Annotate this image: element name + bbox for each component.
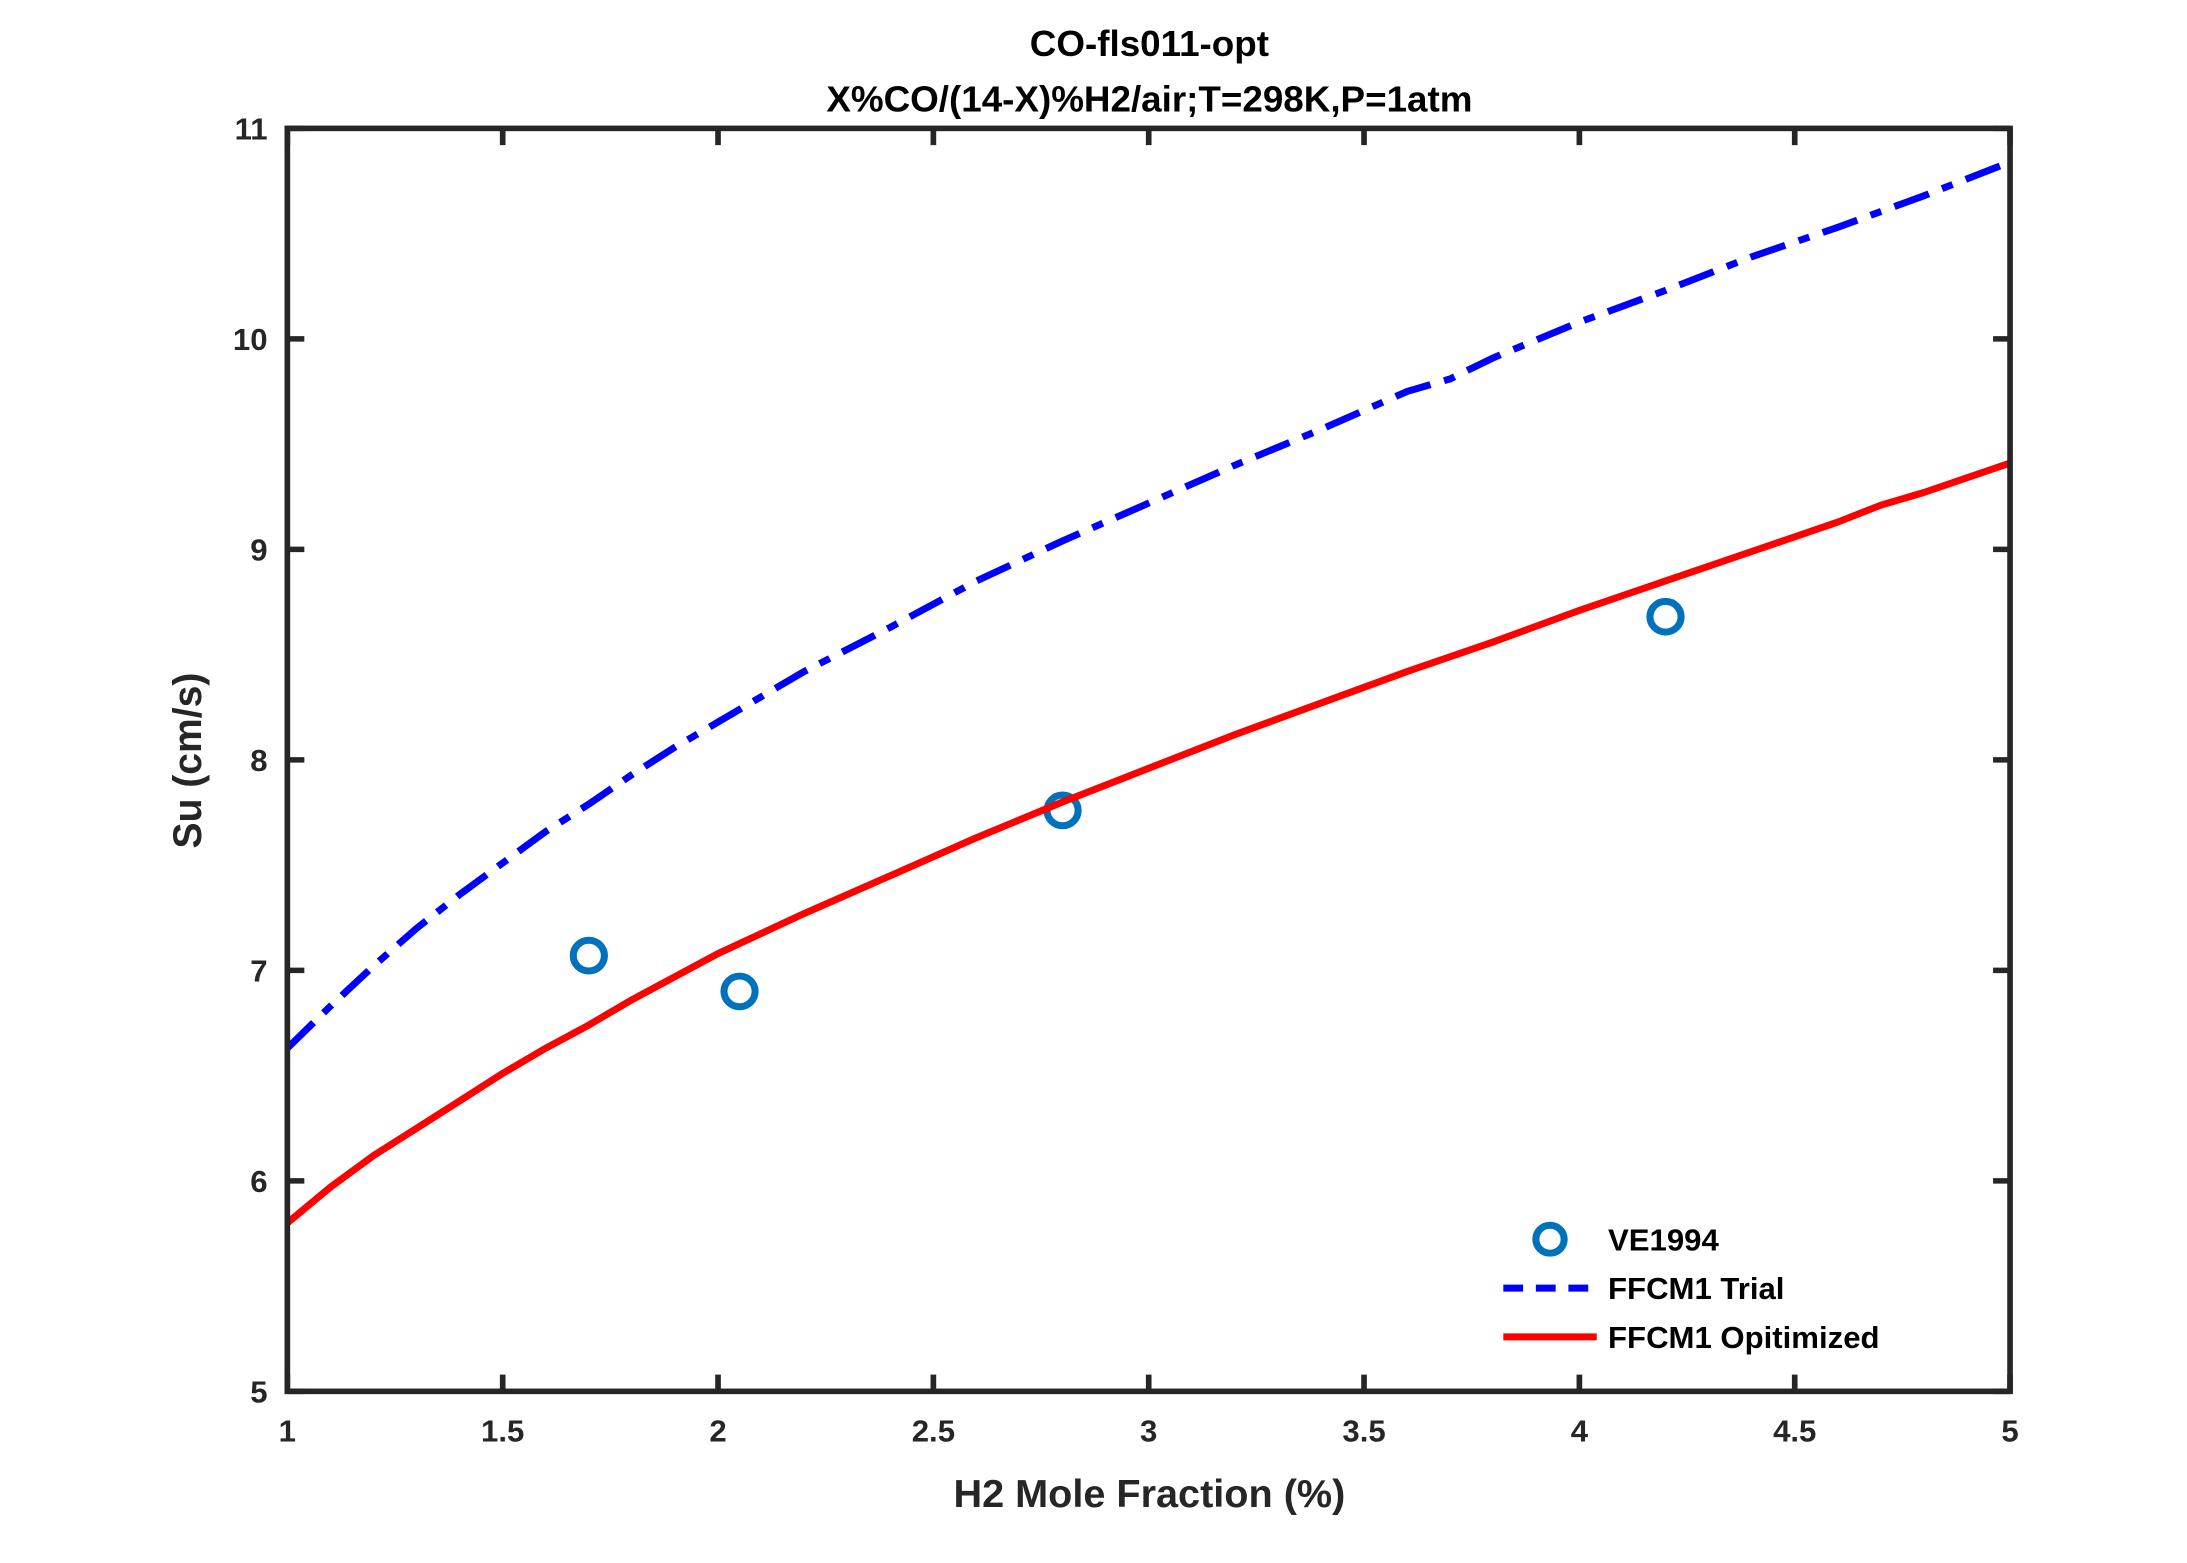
chart-title: CO-fls011-opt [1030, 23, 1269, 64]
x-tick-label: 1 [279, 1414, 296, 1449]
x-tick-label: 4.5 [1773, 1414, 1816, 1449]
y-tick-label: 8 [250, 743, 267, 778]
y-tick-label: 9 [250, 533, 267, 568]
data-point-ve1994 [1646, 597, 1685, 636]
x-tick-label: 3.5 [1342, 1414, 1385, 1449]
x-tick-label: 2 [709, 1414, 726, 1449]
legend-marker-circle [1532, 1221, 1568, 1257]
data-point-ve1994 [720, 972, 759, 1011]
legend-label: VE1994 [1608, 1223, 1720, 1258]
x-tick-label: 2.5 [912, 1414, 955, 1449]
legend: VE1994 FFCM1 Trial FFCM1 Opitimized [1503, 1221, 1880, 1355]
x-tick-label: 3 [1140, 1414, 1157, 1449]
legend-label: FFCM1 Opitimized [1608, 1320, 1879, 1355]
series-line-ffcm1-optimized [285, 459, 2012, 1226]
legend-label: FFCM1 Trial [1608, 1271, 1784, 1306]
data-point-ve1994 [569, 936, 608, 975]
x-tick-label: 5 [2001, 1414, 2018, 1449]
series-line-ffcm1-trial [284, 158, 2012, 1051]
y-tick-label: 11 [235, 112, 268, 147]
y-tick-label: 10 [233, 322, 268, 357]
y-axis-label: Su (cm/s) [166, 673, 210, 849]
x-tick-label: 1.5 [481, 1414, 524, 1449]
x-tick-label: 4 [1571, 1414, 1589, 1449]
chart-subtitle: X%CO/(14-X)%H2/air;T=298K,P=1atm [826, 79, 1472, 120]
plot-area-frame [284, 125, 2013, 1395]
x-axis-label: H2 Mole Fraction (%) [953, 1472, 1345, 1516]
y-tick-label: 5 [250, 1375, 267, 1410]
y-tick-label: 6 [250, 1164, 267, 1199]
y-tick-label: 7 [250, 954, 267, 989]
